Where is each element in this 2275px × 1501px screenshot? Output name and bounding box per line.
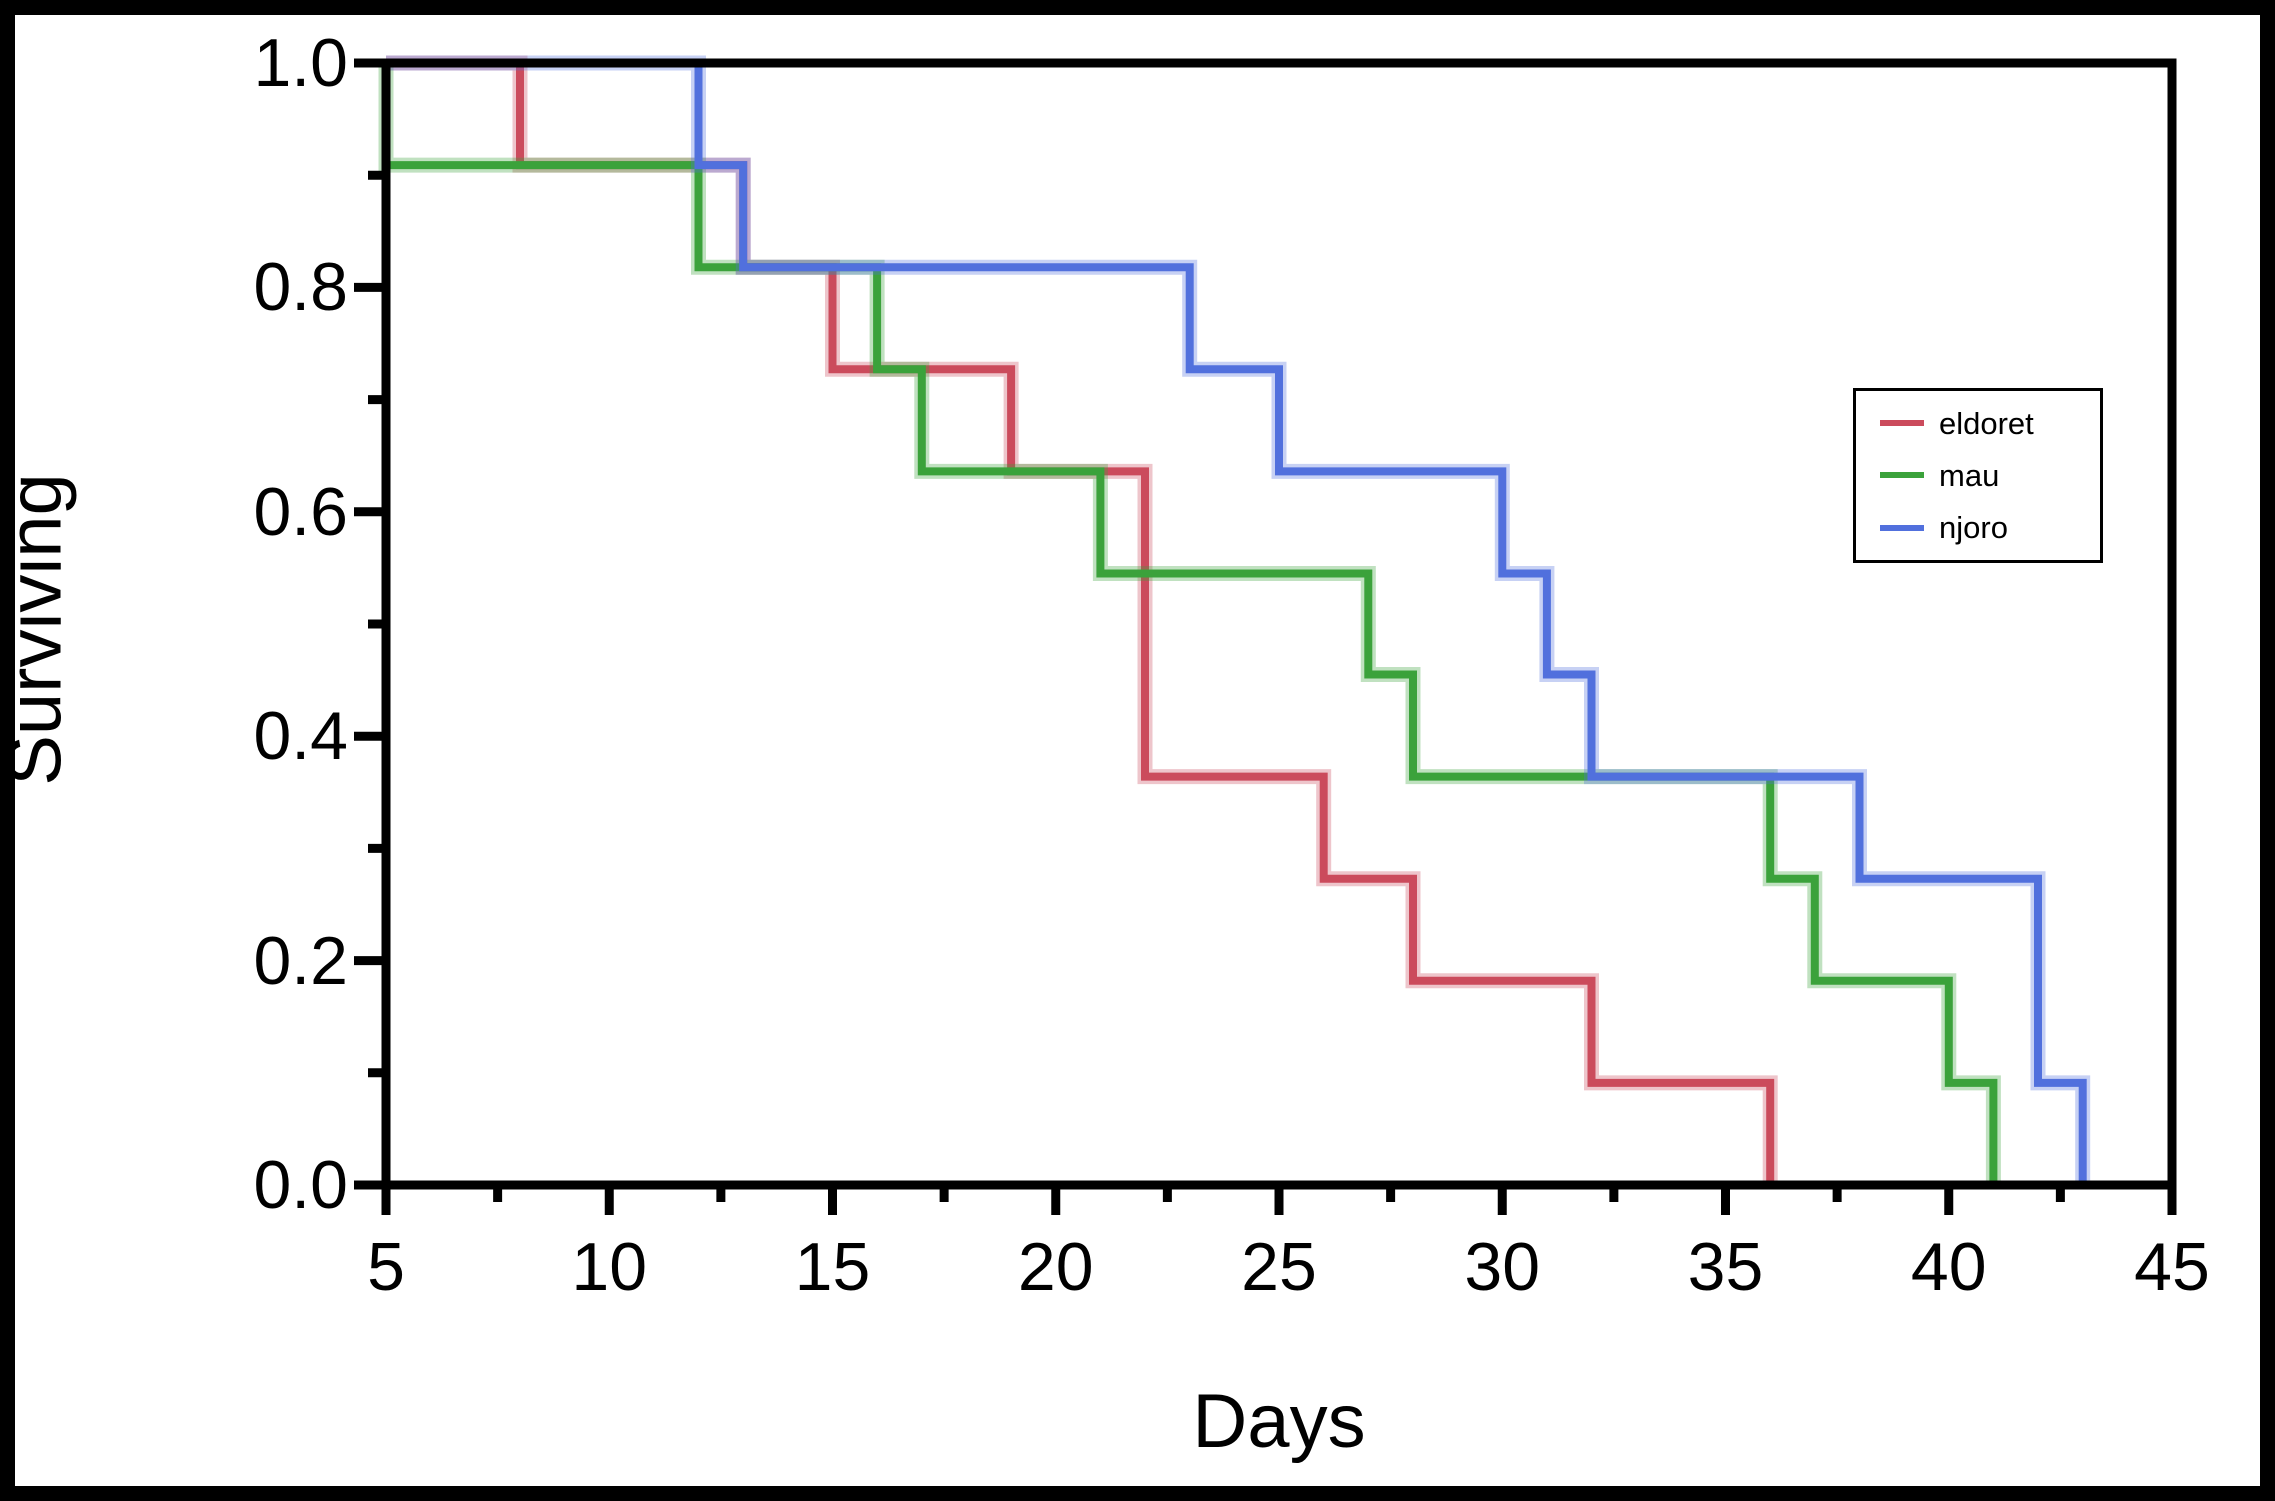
legend-label: eldoret bbox=[1939, 405, 2034, 441]
legend-line-swatch bbox=[1880, 472, 1924, 479]
series-line-mau bbox=[382, 63, 1998, 1185]
y-tick-label-0.8: 0.8 bbox=[253, 249, 348, 326]
series-halo-njoro bbox=[386, 55, 2091, 1185]
legend-label: mau bbox=[1939, 457, 2000, 493]
plot-box bbox=[381, 58, 2177, 1190]
legend-box: eldoret mau njoro bbox=[1853, 388, 2103, 563]
y-axis-title: Surviving bbox=[0, 473, 78, 786]
x-tick-label-10: 10 bbox=[571, 1229, 648, 1305]
y-tick-label-0.4: 0.4 bbox=[253, 698, 348, 775]
series-line-eldoret bbox=[386, 59, 1775, 1185]
legend-line-swatch bbox=[1880, 524, 1924, 531]
legend-item-mau: mau bbox=[1856, 460, 2100, 491]
y-tick-label-0.6: 0.6 bbox=[253, 473, 348, 550]
x-tick-label-30: 30 bbox=[1464, 1229, 1541, 1305]
y-tick-label-0.2: 0.2 bbox=[253, 922, 348, 999]
y-tick-label-0.0: 0.0 bbox=[253, 1147, 348, 1223]
x-tick-label-40: 40 bbox=[1910, 1229, 1987, 1305]
series-halo-mau bbox=[378, 63, 2001, 1185]
series-line-njoro bbox=[386, 59, 2087, 1185]
x-axis-title: Days bbox=[1192, 1379, 1366, 1464]
x-tick-label-5: 5 bbox=[367, 1229, 405, 1305]
legend-line-swatch bbox=[1880, 420, 1924, 427]
legend-item-eldoret: eldoret bbox=[1856, 408, 2100, 439]
x-tick-label-45: 45 bbox=[2134, 1229, 2210, 1305]
x-tick-label-35: 35 bbox=[1687, 1229, 1764, 1305]
series-halo-eldoret bbox=[386, 55, 1778, 1185]
x-tick-label-25: 25 bbox=[1241, 1229, 1317, 1305]
x-tick-label-20: 20 bbox=[1017, 1229, 1094, 1305]
legend-item-njoro: njoro bbox=[1856, 512, 2100, 543]
y-tick-label-1.0: 1.0 bbox=[253, 25, 348, 101]
x-tick-label-15: 15 bbox=[794, 1229, 871, 1305]
legend-label: njoro bbox=[1939, 510, 2008, 546]
